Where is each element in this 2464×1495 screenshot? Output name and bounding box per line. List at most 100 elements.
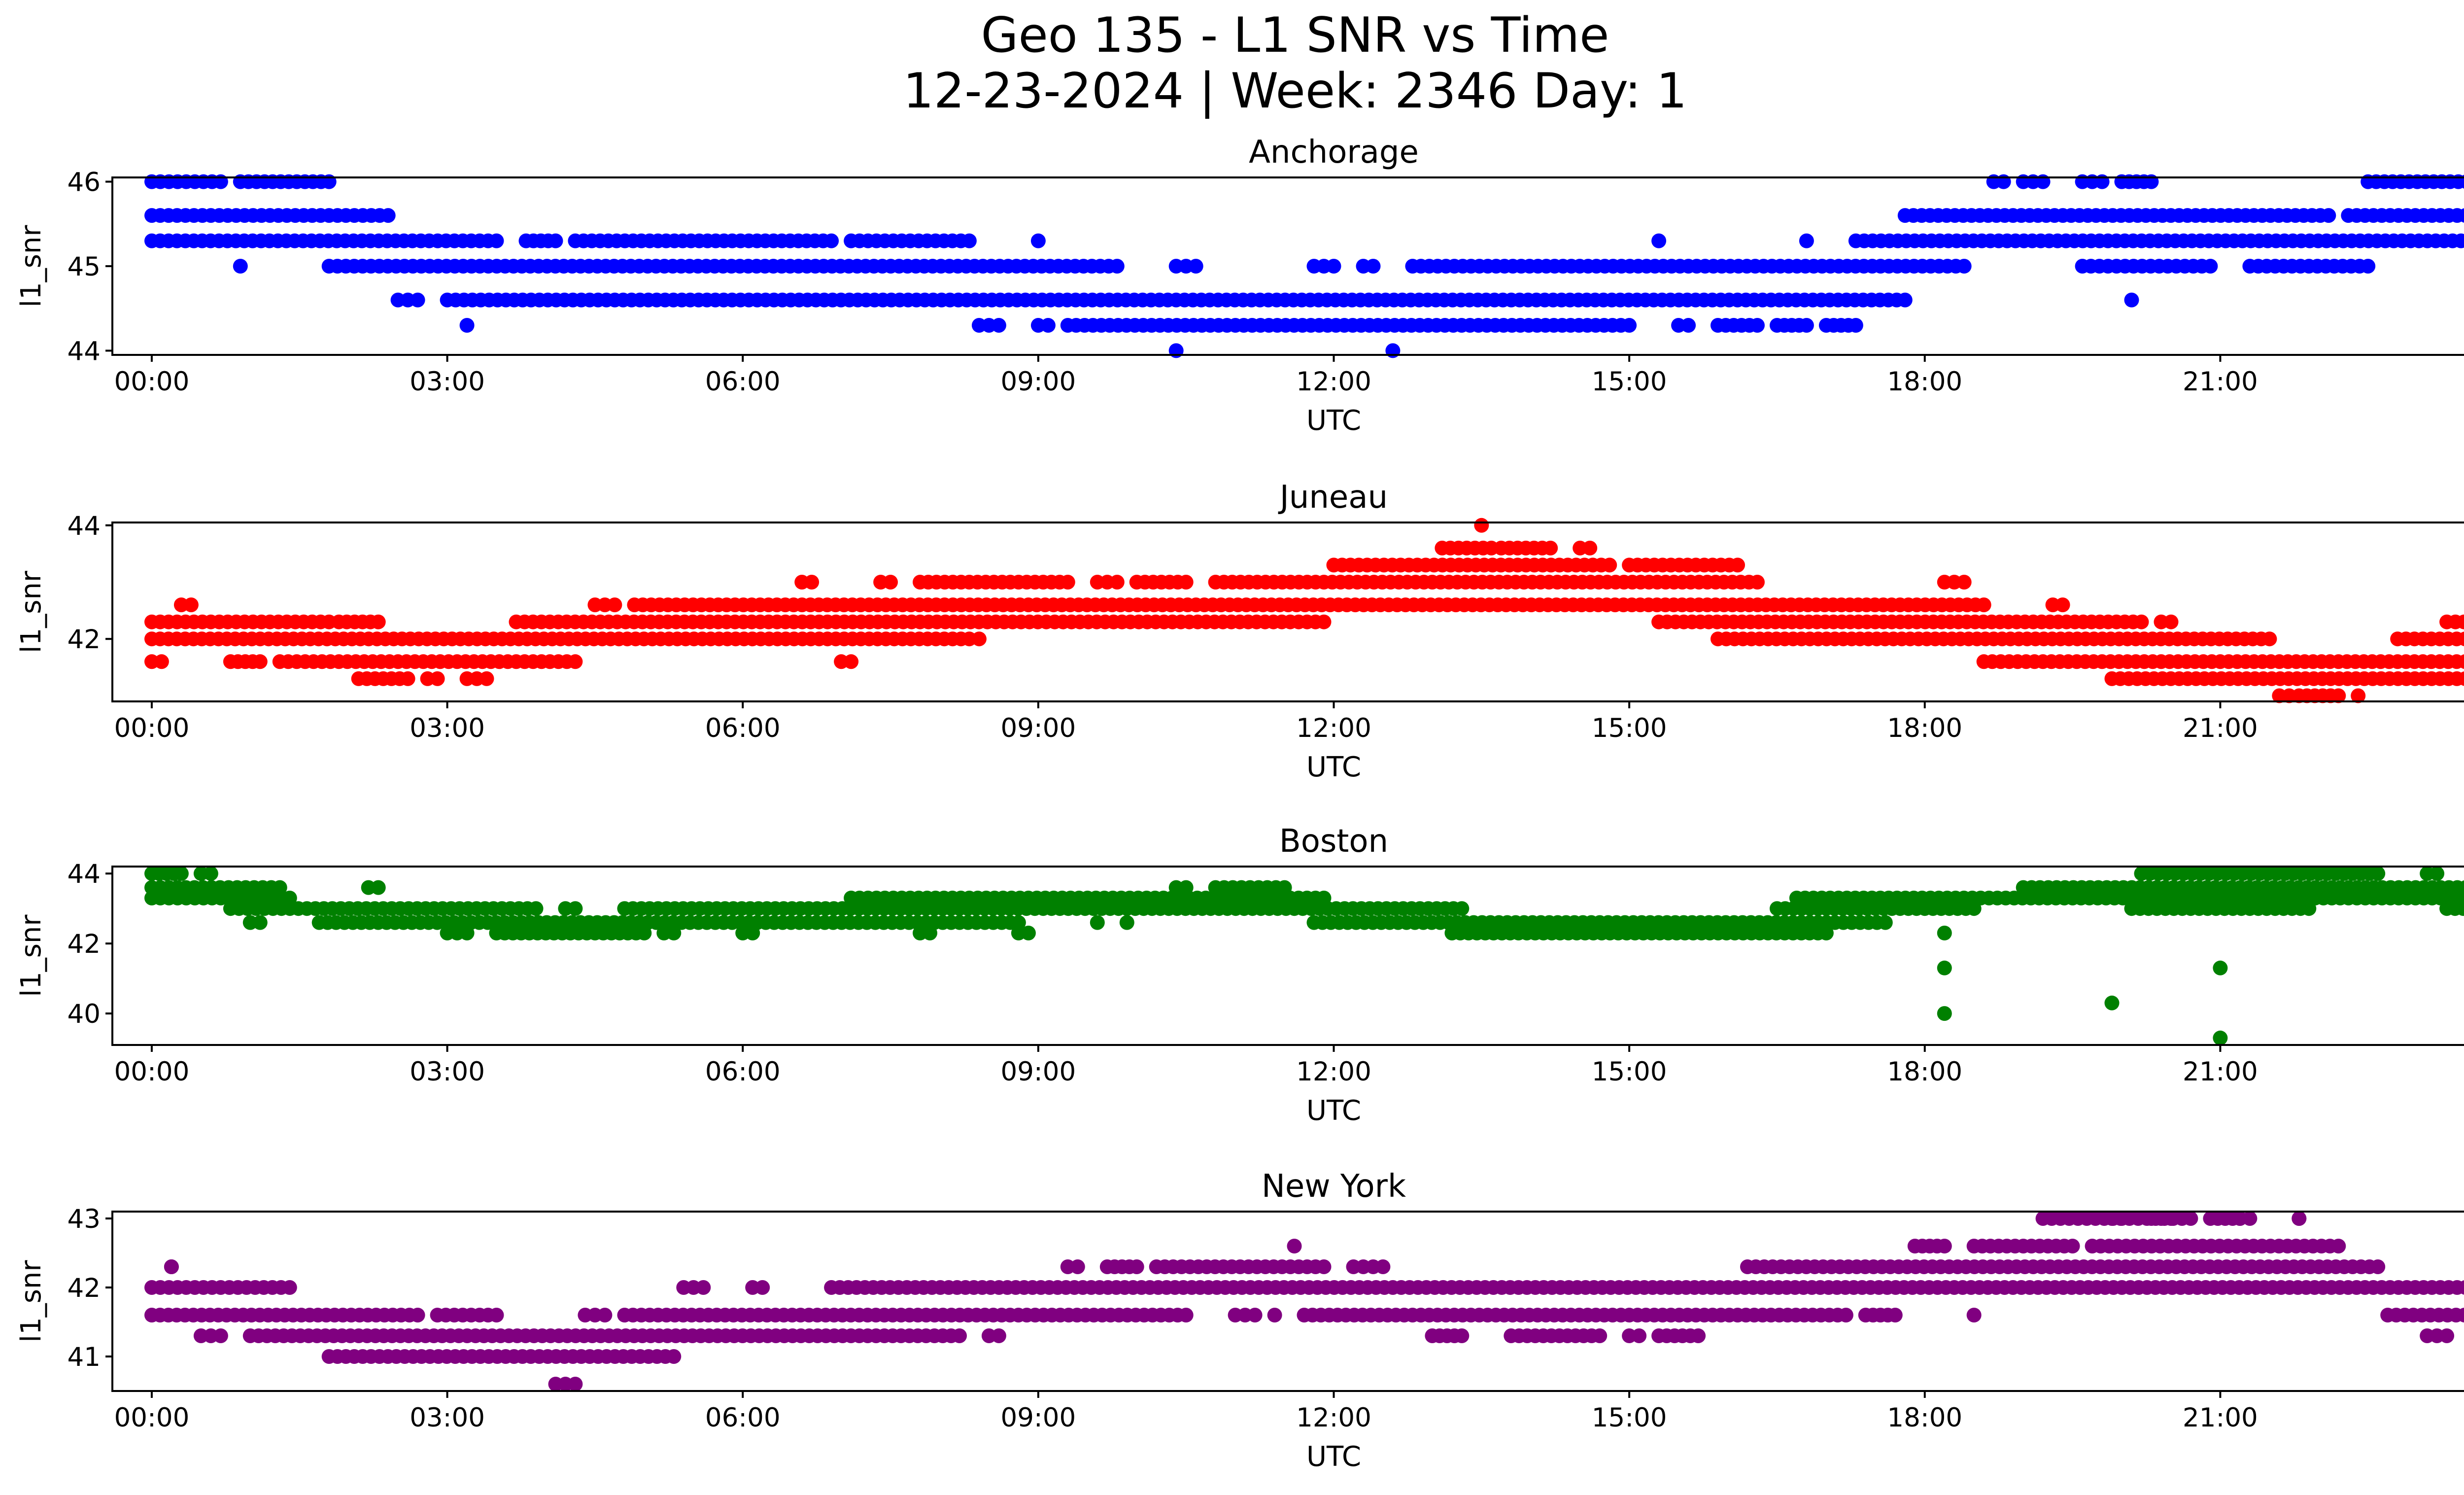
data-point: [2321, 208, 2336, 223]
data-point: [923, 925, 937, 940]
data-point: [1011, 915, 1026, 930]
data-point: [2183, 1211, 2198, 1226]
data-point: [1799, 233, 1814, 248]
boston-x-axis-label: UTC: [1306, 1095, 1361, 1127]
x-tick-label: 12:00: [1296, 1057, 1371, 1087]
new-york-points: [144, 1211, 2464, 1391]
x-tick-label: 09:00: [1000, 1057, 1076, 1087]
data-point: [2124, 292, 2139, 308]
x-tick-label: 18:00: [1887, 1057, 1962, 1087]
data-point: [1750, 318, 1765, 333]
data-point: [1188, 259, 1203, 274]
data-point: [1326, 259, 1341, 274]
data-point: [489, 1308, 504, 1322]
boston-points: [144, 866, 2464, 1045]
data-point: [410, 1308, 425, 1322]
anchorage-points: [144, 174, 2464, 358]
data-point: [1119, 915, 1134, 930]
data-point: [1109, 259, 1125, 274]
x-tick-label: 03:00: [410, 1057, 485, 1087]
data-point: [459, 318, 475, 333]
x-tick-label: 12:00: [1296, 713, 1371, 743]
data-point: [991, 1328, 1006, 1343]
data-point: [183, 597, 199, 613]
data-point: [1750, 575, 1765, 590]
data-point: [1178, 1308, 1194, 1322]
data-point: [568, 654, 583, 669]
data-point: [1178, 575, 1194, 590]
y-tick-label: 40: [68, 999, 101, 1029]
data-point: [2439, 1328, 2455, 1343]
x-tick-label: 15:00: [1592, 713, 1667, 743]
data-point: [1956, 575, 1972, 590]
data-point: [2065, 1239, 2080, 1253]
data-point: [1730, 557, 1745, 573]
data-point: [252, 654, 268, 669]
data-point: [2430, 866, 2445, 881]
data-point: [1021, 925, 1036, 940]
data-point: [173, 866, 189, 881]
data-point: [1651, 233, 1667, 248]
subplot-juneau: 00:00 03:00 06:00 09:00 12:00 15:00 18:00 21:00…: [15, 479, 2464, 783]
subplot-anchorage: 00:00 03:00 06:00 09:00 12:00 15:00 18:00 21:00…: [15, 134, 2464, 437]
data-point: [2462, 236, 2464, 246]
subplot-panels: 00:00 03:00 06:00 09:00 12:00 15:00 18:00 21:00…: [15, 134, 2464, 1473]
data-point: [1937, 1239, 1952, 1253]
x-tick-label: 09:00: [1000, 713, 1076, 743]
x-tick-label: 03:00: [410, 367, 485, 397]
data-point: [755, 1280, 770, 1295]
data-point: [2457, 1308, 2464, 1322]
data-point: [371, 614, 386, 629]
y-tick-label: 42: [68, 929, 101, 959]
subplot-new-york: 00:00 03:00 06:00 09:00 12:00 15:00 18:00 21:00…: [15, 1168, 2464, 1473]
data-point: [1966, 1308, 1982, 1322]
y-tick-label: 46: [68, 168, 101, 198]
data-point: [666, 925, 682, 940]
data-point: [213, 1328, 228, 1343]
data-point: [203, 866, 218, 881]
data-point: [824, 233, 839, 248]
data-point: [479, 671, 494, 686]
data-point: [745, 925, 760, 940]
data-point: [2213, 1030, 2228, 1045]
data-point: [1582, 540, 1598, 556]
data-point: [2458, 208, 2464, 223]
data-point: [637, 925, 652, 940]
data-point: [568, 1377, 583, 1391]
data-point: [2458, 654, 2464, 669]
y-tick-label: 45: [68, 252, 101, 282]
y-tick-label: 41: [68, 1342, 101, 1372]
data-point: [1070, 1259, 1085, 1274]
x-tick-label: 15:00: [1592, 1057, 1667, 1087]
data-point: [252, 915, 268, 930]
y-tick-label: 42: [68, 625, 101, 655]
x-tick-label: 00:00: [114, 367, 190, 397]
x-tick-label: 06:00: [705, 367, 781, 397]
data-point: [1375, 1259, 1391, 1274]
data-point: [400, 671, 415, 686]
anchorage-y-axis-label: l1_snr: [15, 225, 47, 308]
y-tick-label: 42: [68, 1273, 101, 1303]
x-tick-label: 12:00: [1296, 367, 1371, 397]
subplot-boston: 00:00 03:00 06:00 09:00 12:00 15:00 18:00 21:00…: [15, 823, 2464, 1127]
data-point: [1838, 1308, 1853, 1322]
data-point: [1316, 1259, 1332, 1274]
x-tick-label: 21:00: [2183, 367, 2258, 397]
x-tick-label: 06:00: [705, 1403, 781, 1433]
data-point: [1848, 318, 1863, 333]
data-point: [1040, 318, 1056, 333]
data-point: [371, 880, 386, 895]
x-tick-label: 06:00: [705, 1057, 781, 1087]
data-point: [2370, 1259, 2386, 1274]
data-point: [2361, 259, 2376, 274]
data-point: [1109, 575, 1125, 590]
data-point: [666, 1349, 682, 1364]
data-point: [1966, 901, 1982, 916]
new-york-title: New York: [1262, 1168, 1406, 1205]
data-point: [154, 654, 169, 669]
x-tick-label: 09:00: [1000, 1403, 1076, 1433]
data-point: [489, 233, 504, 248]
data-point: [1897, 292, 1913, 308]
data-point: [1937, 960, 1952, 975]
data-point: [459, 925, 475, 940]
